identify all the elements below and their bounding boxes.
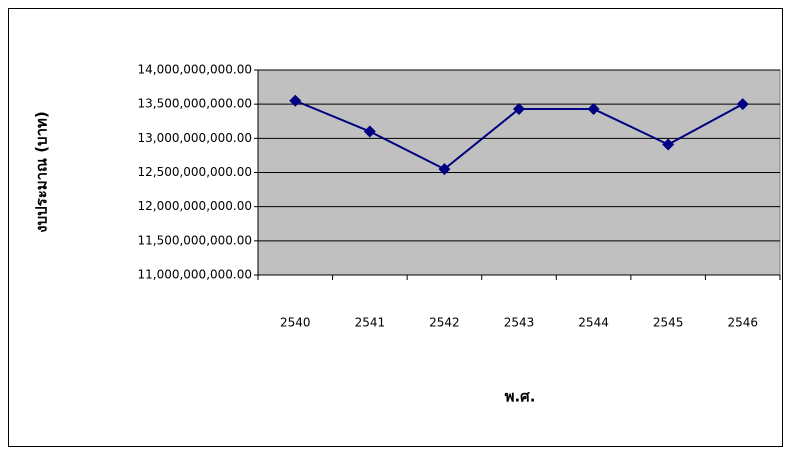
x-tick-label: 2543 (504, 316, 535, 330)
data-point (587, 102, 600, 115)
data-point (513, 102, 525, 115)
y-tick-label: 13,500,000,000.00 (137, 97, 252, 111)
data-point (662, 138, 675, 151)
x-tick-label: 2542 (429, 316, 460, 330)
x-tick-label: 2544 (578, 316, 609, 330)
y-tick-label: 11,500,000,000.00 (137, 233, 252, 247)
y-tick-label: 12,000,000,000.00 (137, 199, 252, 213)
data-point (736, 98, 749, 111)
y-tick-label: 12,500,000,000.00 (137, 165, 252, 179)
data-point (363, 125, 376, 138)
y-tick-label: 14,000,000,000.00 (137, 63, 252, 77)
y-axis-title: งบประมาณ (บาท) (33, 111, 51, 232)
x-axis-title: พ.ศ. (505, 388, 536, 406)
x-tick-label: 2545 (653, 316, 684, 330)
y-tick-label: 11,000,000,000.00 (137, 268, 252, 282)
data-point (289, 94, 302, 107)
x-tick-label: 2541 (355, 316, 386, 330)
x-tick-label: 2546 (727, 316, 758, 330)
y-tick-label: 13,000,000,000.00 (137, 131, 252, 145)
x-tick-label: 2540 (280, 316, 311, 330)
data-point (438, 163, 451, 176)
